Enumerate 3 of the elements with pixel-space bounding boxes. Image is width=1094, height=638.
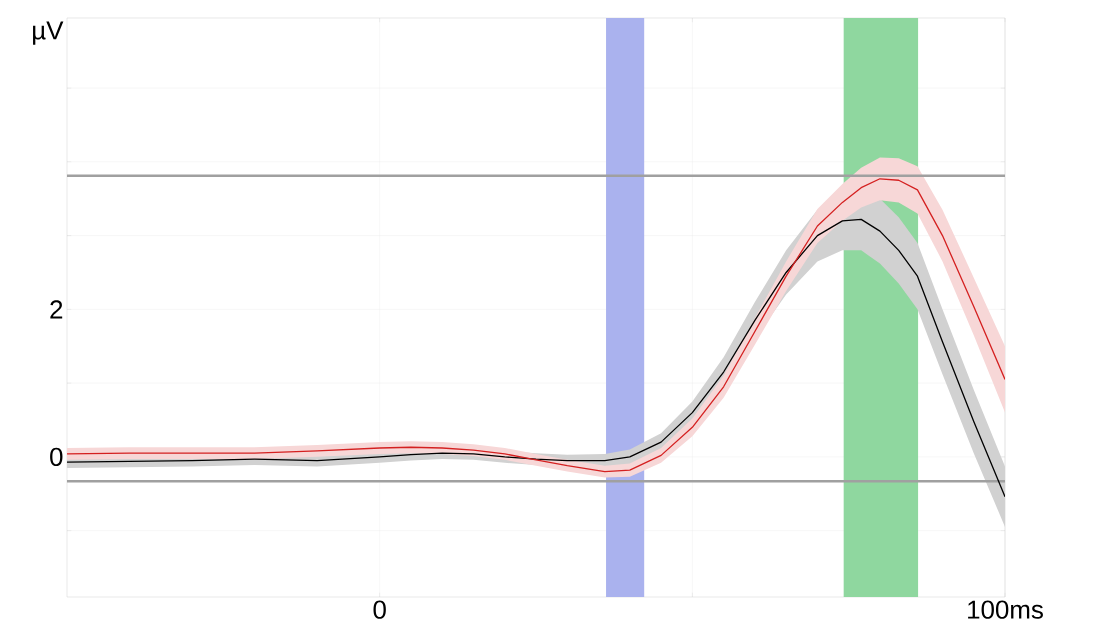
y-axis-title: µV xyxy=(33,21,64,45)
x-tick-label: 100ms xyxy=(968,600,1043,619)
y-tick-label: 2 xyxy=(50,300,63,319)
